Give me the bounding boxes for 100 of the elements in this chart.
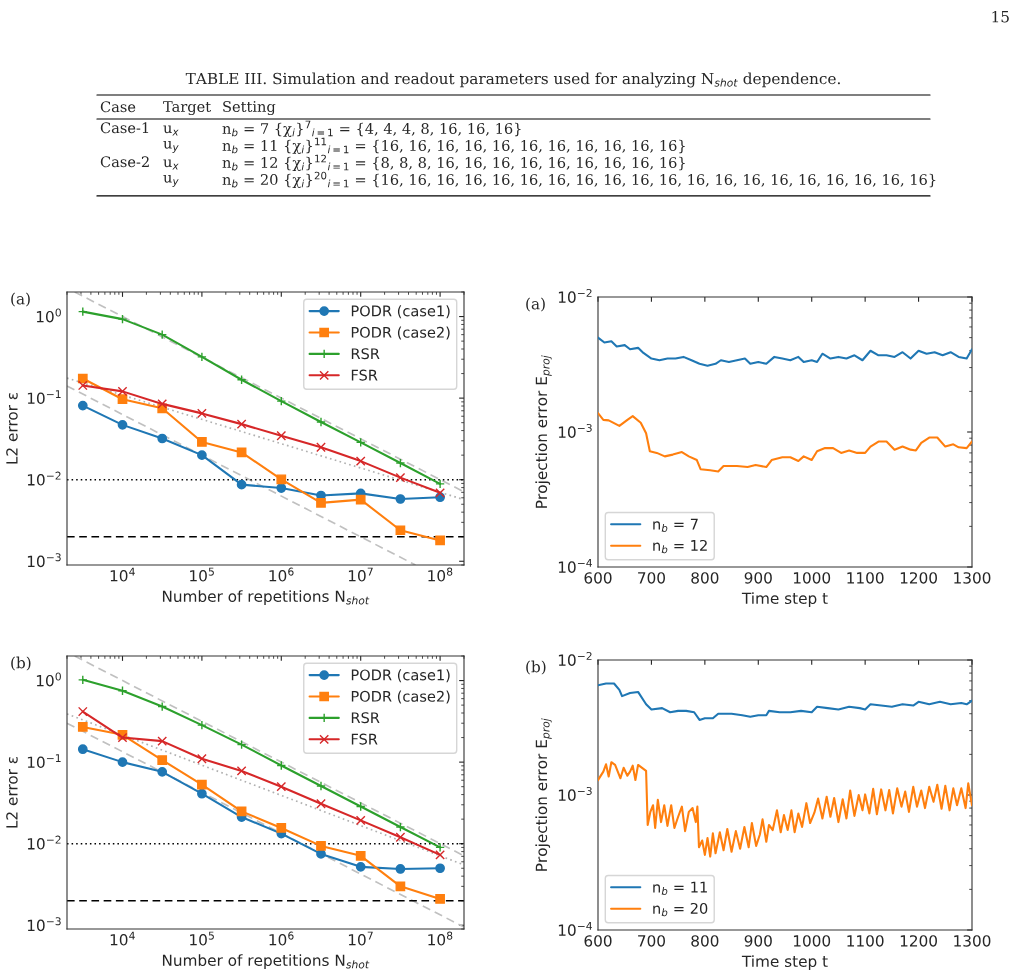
point xyxy=(117,314,128,324)
point xyxy=(77,674,88,685)
line-series xyxy=(598,336,972,367)
point xyxy=(316,498,326,508)
point xyxy=(435,863,445,874)
y-tick-label: 10$^{−2}$ xyxy=(558,288,592,303)
text: Target xyxy=(163,101,211,116)
text: Setting xyxy=(223,100,276,116)
point xyxy=(395,881,406,892)
point xyxy=(197,450,207,461)
x-axis-title: Time step t xyxy=(741,955,828,970)
x-tick-label: 800 xyxy=(691,935,719,947)
point xyxy=(197,753,207,764)
point xyxy=(435,849,445,860)
point xyxy=(117,757,128,767)
y-axis-title: L2 error ε xyxy=(6,756,18,828)
point xyxy=(77,722,88,732)
y-tick-label: 10$^{−2}$ xyxy=(27,471,61,486)
y-tick-label: 10$^{−1}$ xyxy=(27,390,61,405)
x-tick-label: 10$^{5}$ xyxy=(190,931,214,946)
legend-label: RSR xyxy=(351,348,380,360)
x-tick-label: 600 xyxy=(584,935,612,947)
x-tick-label: 1200 xyxy=(900,935,937,947)
point xyxy=(435,842,445,853)
point xyxy=(395,832,406,843)
x-tick-label: 900 xyxy=(744,935,772,947)
text: u$_{y}$ xyxy=(163,140,179,154)
point xyxy=(395,525,406,536)
point xyxy=(316,442,326,453)
point xyxy=(276,781,287,792)
x-tick-label: 10$^{8}$ xyxy=(428,567,453,582)
x-tick-label: 1100 xyxy=(847,572,884,584)
x-tick-label: 10$^{5}$ xyxy=(190,567,214,582)
x-tick-label: 10$^{6}$ xyxy=(269,931,294,946)
legend-label: FSR xyxy=(351,369,378,381)
point xyxy=(435,894,445,904)
x-tick-label: 1300 xyxy=(954,935,991,947)
point xyxy=(236,766,247,776)
point xyxy=(77,380,88,391)
point xyxy=(395,494,406,504)
y-tick-label: 10$^{−3}$ xyxy=(27,917,61,932)
point xyxy=(395,864,406,874)
y-axis-title: Projection error E$_{proj}$ xyxy=(535,718,552,871)
point xyxy=(157,433,168,444)
point xyxy=(355,850,366,861)
point xyxy=(316,798,326,809)
point xyxy=(276,823,287,833)
point xyxy=(276,430,287,441)
point xyxy=(435,487,445,498)
point xyxy=(276,483,287,493)
text: n$_{b}$ = 20 {χ$_{i}$}$^{20}$$_{i=1}$ = {16, 16, 16, 16, 16, 16, 16, 16, 16, 16, 16, 16, 16, 16, 16, 16, 16, 16, 16, 16} xyxy=(222,171,936,189)
legend-label: PODR (case2) xyxy=(351,326,450,340)
point xyxy=(197,408,207,419)
y-tick-label: 10$^{0}$ xyxy=(36,308,61,323)
point xyxy=(395,472,406,483)
text: (a) xyxy=(11,292,30,307)
legend-label: n$_{b}$ = 11 xyxy=(653,881,707,895)
text: (b) xyxy=(11,656,31,671)
point xyxy=(435,535,445,546)
text: n$_{b}$ = 12 {χ$_{i}$}$^{12}$$_{i=1}$ = {8, 8, 8, 16, 16, 16, 16, 16, 16, 16, 16, 16} xyxy=(222,154,685,172)
text: (a) xyxy=(526,297,545,312)
point xyxy=(157,766,168,777)
x-tick-label: 700 xyxy=(638,572,665,584)
point xyxy=(316,781,326,791)
legend-label: PODR (case1) xyxy=(351,305,450,319)
point xyxy=(316,841,326,851)
point xyxy=(77,400,88,411)
text: Case-2 xyxy=(100,156,149,168)
x-axis-title: Number of repetitions N$_{shot}$ xyxy=(162,954,370,969)
legend-label: FSR xyxy=(351,733,378,745)
legend-label: PODR (case1) xyxy=(351,669,450,683)
point xyxy=(236,479,247,490)
x-tick-label: 1100 xyxy=(847,935,884,947)
y-tick-label: 10$^{−4}$ xyxy=(558,559,592,573)
x-tick-label: 10$^{8}$ xyxy=(428,931,453,946)
x-tick-label: 10$^{7}$ xyxy=(348,567,373,582)
point xyxy=(276,474,287,485)
point xyxy=(355,456,366,466)
x-tick-label: 600 xyxy=(584,572,612,584)
text: Case-1 xyxy=(100,122,149,134)
point xyxy=(276,396,287,406)
point xyxy=(157,399,168,409)
text: Case xyxy=(100,101,136,113)
text: u$_{x}$ xyxy=(163,125,179,136)
y-tick-label: 10$^{−4}$ xyxy=(558,922,592,936)
y-axis-title: L2 error ε xyxy=(6,392,18,464)
point xyxy=(117,386,128,397)
text: n$_{b}$ = 11 {χ$_{i}$}$^{11}$$_{i=1}$ = {16, 16, 16, 16, 16, 16, 16, 16, 16, 16, 16} xyxy=(222,137,685,155)
x-tick-label: 1200 xyxy=(900,572,937,584)
point xyxy=(117,420,128,430)
text: n$_{b}$ = 7 {χ$_{i}$}$^{7}$$_{i=1}$ = {4, 4, 4, 8, 16, 16, 16} xyxy=(222,120,521,138)
y-tick-label: 10$^{−3}$ xyxy=(558,786,592,801)
point xyxy=(355,862,366,872)
point xyxy=(197,352,207,362)
text: 15 xyxy=(992,10,1009,23)
legend-label: RSR xyxy=(351,712,380,724)
point xyxy=(77,744,88,755)
point xyxy=(197,779,207,790)
x-tick-label: 10$^{6}$ xyxy=(269,567,294,582)
point xyxy=(157,755,168,765)
